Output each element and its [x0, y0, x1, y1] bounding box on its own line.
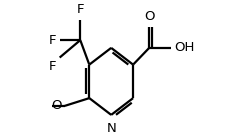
Text: N: N — [106, 122, 116, 135]
Text: F: F — [48, 34, 56, 47]
Text: OH: OH — [174, 41, 195, 54]
Text: F: F — [48, 60, 56, 73]
Text: O: O — [51, 99, 62, 112]
Text: O: O — [144, 10, 154, 23]
Text: F: F — [77, 3, 84, 16]
